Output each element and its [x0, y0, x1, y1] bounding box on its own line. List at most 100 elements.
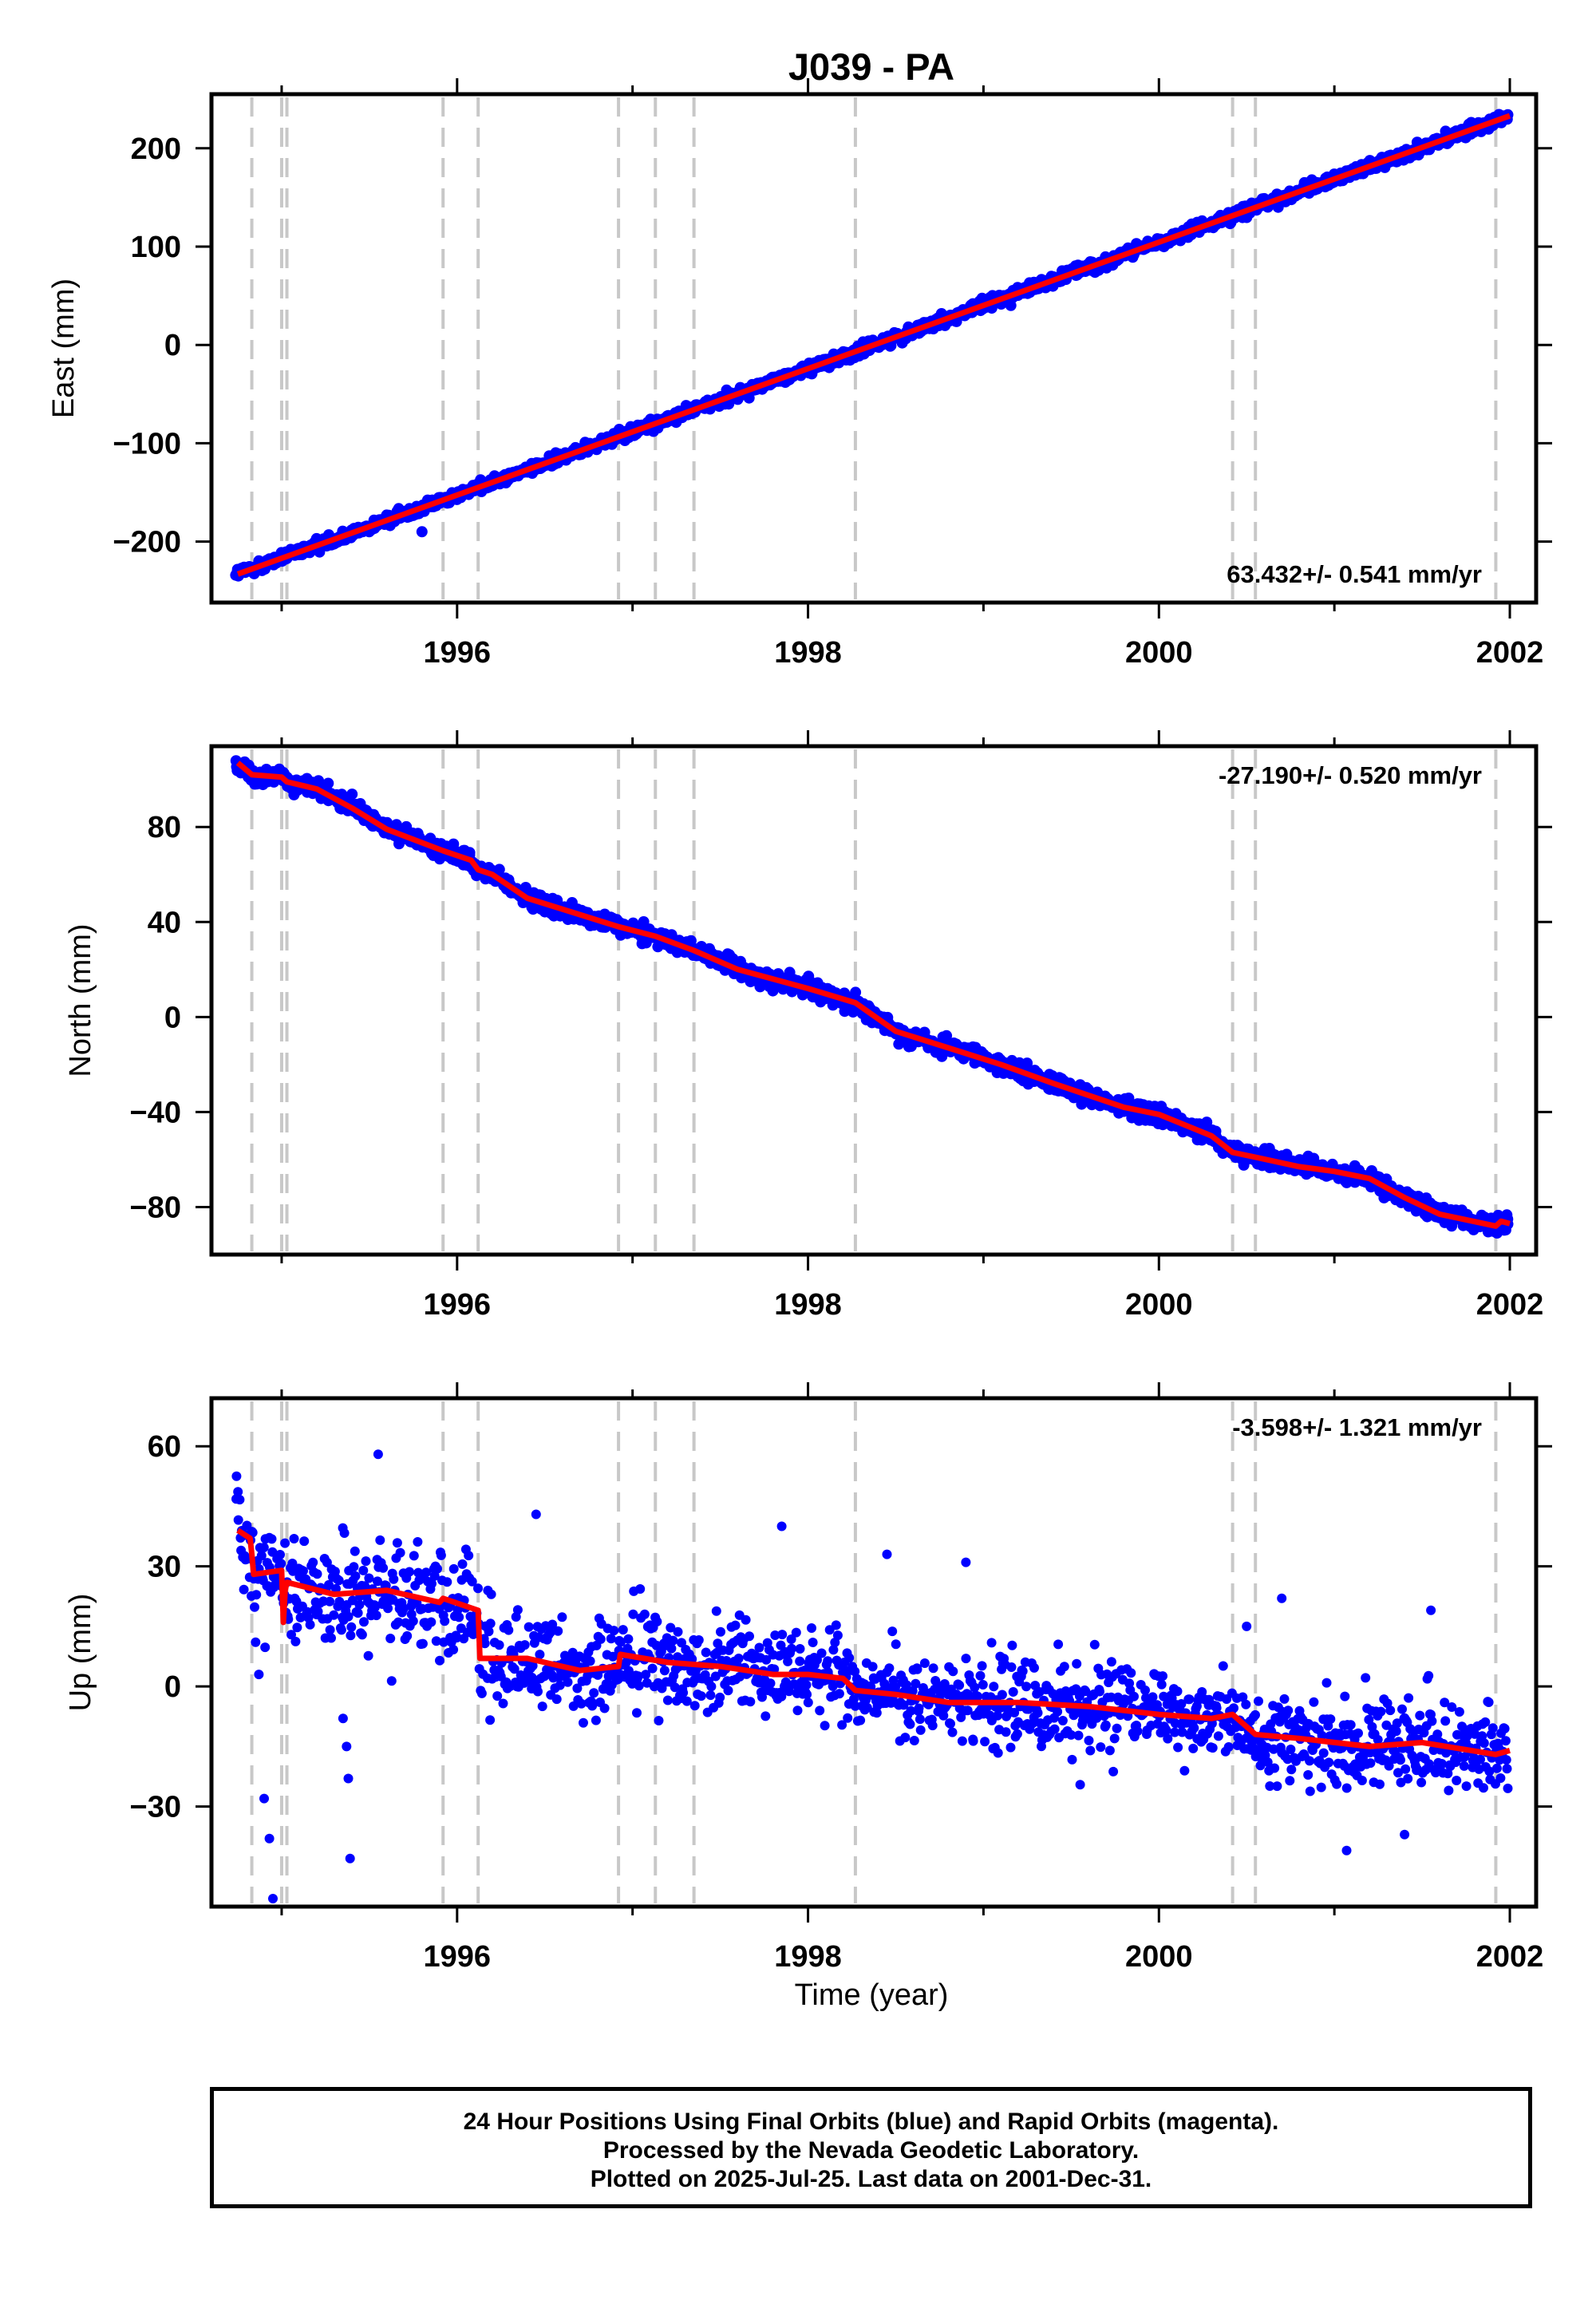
data-point — [1197, 1687, 1207, 1697]
data-point — [378, 1563, 389, 1573]
data-point — [677, 1638, 686, 1648]
data-point — [485, 1715, 496, 1725]
data-point — [843, 1713, 853, 1723]
data-point — [850, 986, 862, 998]
data-point — [494, 1640, 504, 1650]
data-point — [493, 864, 505, 875]
data-point — [1075, 1780, 1085, 1790]
data-point — [1095, 1686, 1104, 1697]
data-point — [1283, 1705, 1294, 1716]
data-point — [325, 1596, 335, 1607]
data-point — [713, 1638, 723, 1649]
x-tick-label: 1996 — [424, 1288, 492, 1322]
data-point — [1005, 1742, 1016, 1753]
data-point — [1179, 1765, 1190, 1776]
data-point — [941, 1030, 953, 1041]
data-point — [706, 1682, 717, 1692]
data-points — [231, 1449, 1513, 1903]
data-point — [705, 1690, 716, 1701]
data-point — [701, 1647, 711, 1658]
data-point — [947, 1727, 958, 1737]
plot-frame — [209, 92, 1539, 605]
data-point — [313, 775, 325, 787]
data-point — [1092, 1713, 1102, 1723]
data-point — [915, 1714, 925, 1725]
data-point — [1140, 1685, 1150, 1695]
y-tick-label: −40 — [130, 1096, 181, 1129]
y-tick-label: −100 — [113, 427, 181, 460]
data-point — [807, 1623, 816, 1633]
data-point — [299, 1536, 310, 1547]
data-point — [608, 1651, 618, 1662]
data-point — [837, 1720, 847, 1730]
data-point — [1229, 1703, 1238, 1713]
data-point — [1104, 1745, 1115, 1756]
data-point — [1286, 1745, 1296, 1754]
data-point — [1163, 1733, 1173, 1744]
data-point — [1177, 1727, 1187, 1737]
data-point — [641, 1670, 651, 1680]
data-point — [416, 526, 428, 538]
data-point — [647, 1663, 658, 1674]
data-point — [464, 1551, 474, 1561]
data-point — [1001, 1727, 1011, 1737]
data-point — [1207, 1743, 1218, 1753]
data-point — [346, 788, 358, 800]
data-point — [803, 1697, 813, 1708]
data-point — [1071, 1684, 1081, 1694]
y-tick-label: 40 — [148, 906, 181, 939]
data-point — [1241, 1699, 1251, 1709]
data-point — [452, 1605, 463, 1615]
data-point — [1072, 1658, 1082, 1669]
data-point — [431, 1636, 441, 1646]
data-point — [1108, 1766, 1119, 1777]
data-point — [1170, 1727, 1180, 1737]
data-point — [891, 1639, 901, 1650]
y-axis-label: North (mm) — [64, 923, 97, 1077]
data-point — [533, 1686, 543, 1697]
data-point — [784, 1686, 794, 1697]
data-point — [527, 1661, 538, 1671]
data-point — [1305, 1786, 1315, 1796]
data-point — [745, 1631, 754, 1642]
data-point — [1007, 1640, 1017, 1650]
data-point — [413, 1537, 423, 1547]
data-point — [322, 1557, 332, 1567]
data-point — [623, 1666, 634, 1676]
data-point — [231, 1471, 242, 1481]
data-point — [823, 1656, 833, 1666]
data-point — [1305, 1756, 1315, 1766]
data-point — [1161, 1725, 1171, 1736]
data-point — [364, 1573, 374, 1583]
data-point — [1126, 1668, 1136, 1678]
y-tick-label: 200 — [131, 132, 181, 166]
data-point — [409, 1551, 419, 1561]
data-points — [230, 755, 1514, 1239]
data-point — [666, 1643, 677, 1654]
data-point — [448, 1563, 459, 1574]
y-tick-label: −80 — [130, 1191, 181, 1224]
data-point — [1096, 1742, 1106, 1753]
data-point — [915, 1725, 926, 1735]
data-point — [593, 1670, 603, 1680]
data-point — [1286, 1765, 1297, 1775]
data-point — [733, 1654, 744, 1663]
x-tick-label: 1998 — [774, 1288, 842, 1322]
data-point — [623, 1634, 634, 1644]
data-point — [1053, 1639, 1064, 1650]
data-point — [324, 1579, 334, 1590]
data-point — [1059, 1662, 1069, 1672]
time-series-figure: J039 - PA 1996 1998 2000 2002−200−100010020… — [47, 45, 1552, 2012]
data-point — [1262, 1757, 1273, 1767]
data-point — [1211, 1703, 1222, 1713]
data-point — [884, 1663, 895, 1674]
data-point — [275, 1550, 285, 1559]
data-point — [557, 1612, 567, 1622]
data-point — [442, 1577, 452, 1587]
data-point — [871, 1708, 882, 1718]
data-point — [595, 1634, 606, 1644]
data-point — [457, 1559, 468, 1569]
data-point — [635, 1584, 646, 1594]
data-point — [421, 1567, 431, 1578]
data-point — [723, 1686, 733, 1696]
